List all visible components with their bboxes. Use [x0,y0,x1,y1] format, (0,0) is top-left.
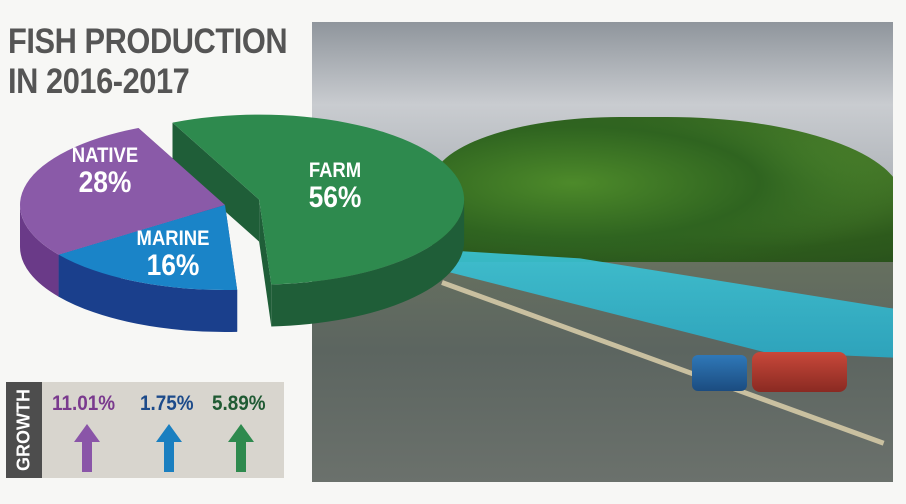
growth-label-tag: GROWTH [6,382,42,478]
slice-label-marine: MARINE 16% [125,228,222,282]
slice-side-farm [271,199,465,327]
growth-value-native: 11.01% [52,392,116,415]
growth-value-marine: 1.75% [140,392,194,415]
title-line-1: FISH PRODUCTION [8,22,288,61]
slice-value: 16% [146,249,200,282]
slice-name: NATIVE [71,144,139,167]
slice-label-native: NATIVE 28% [57,145,154,199]
growth-panel: GROWTH 11.01% 1.75% 5.89% [6,382,284,478]
chart-title: FISH PRODUCTION IN 2016-2017 [8,22,288,102]
slice-marine [58,205,238,290]
slice-cut-face-farm [172,122,260,242]
photo-blue-drum [692,355,747,391]
slice-value: 56% [308,181,362,214]
slice-name: FARM [308,159,362,182]
title-line-2: IN 2016-2017 [8,62,190,101]
slice-cut-face-farm [259,199,272,327]
slice-label-farm: FARM 56% [287,160,384,214]
photo-red-drum [752,352,847,392]
slice-name: MARINE [136,227,210,250]
slice-farm [172,114,465,285]
fish-farm-photo [312,22,893,482]
arrow-up-icon [156,424,182,472]
pie-chart [19,114,465,332]
growth-label: GROWTH [13,389,34,471]
slice-side-marine [58,254,238,332]
slice-value: 28% [78,166,132,199]
arrow-up-icon [228,424,254,472]
growth-value-farm: 5.89% [212,392,266,415]
slice-side-native [20,205,59,297]
slice-native [19,127,225,255]
arrow-up-icon [74,424,100,472]
